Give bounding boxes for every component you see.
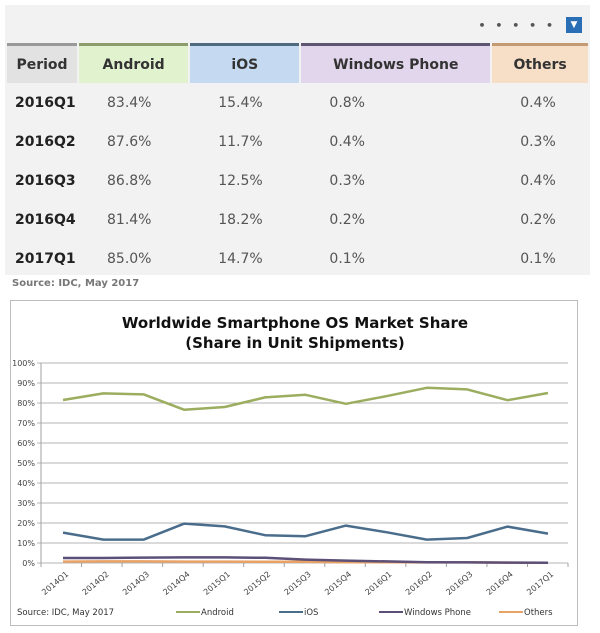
y-tick-label: 40%	[17, 479, 35, 488]
cell-android: 85.0%	[107, 250, 152, 267]
cell-android: 83.4%	[107, 94, 152, 111]
table-row: 2016Q3 86.8% 12.5% 0.3% 0.4%	[7, 161, 588, 200]
table-row: 2016Q1 83.4% 15.4% 0.8% 0.4%	[7, 83, 588, 122]
line-chart-svg: Worldwide Smartphone OS Market Share (Sh…	[12, 314, 569, 618]
cell-windows-phone: 0.8%	[329, 94, 365, 111]
cell-ios: 11.7%	[218, 133, 263, 150]
table-source-note: Source: IDC, May 2017	[12, 278, 140, 289]
chart-source-note: Source: IDC, May 2017	[17, 608, 114, 618]
y-tick-label: 60%	[17, 439, 35, 448]
more-options-dots[interactable]: • • • • •	[478, 18, 556, 32]
cell-windows-phone: 0.2%	[329, 211, 365, 228]
cell-others: 0.4%	[520, 94, 556, 111]
cell-period: 2017Q1	[15, 250, 76, 267]
x-tick-label: 2014Q1	[40, 570, 70, 597]
dropdown-arrow-icon[interactable]: ▼	[566, 17, 582, 33]
x-tick-label: 2016Q2	[404, 570, 434, 597]
cell-others: 0.1%	[520, 250, 556, 267]
legend-label-android: Android	[201, 608, 234, 618]
x-tick-label: 2014Q2	[81, 570, 111, 597]
cell-period: 2016Q2	[15, 133, 76, 150]
x-tick-label: 2015Q1	[202, 570, 232, 597]
x-tick-label: 2015Q3	[283, 570, 313, 597]
chart-title: Worldwide Smartphone OS Market Share	[122, 314, 468, 332]
cell-period: 2016Q4	[15, 211, 76, 228]
market-share-table: Period Android iOS Windows Phone Others …	[5, 43, 590, 278]
y-tick-label: 100%	[12, 359, 35, 368]
table-row: 2016Q2 87.6% 11.7% 0.4% 0.3%	[7, 122, 588, 161]
x-tick-label: 2016Q4	[485, 570, 515, 597]
column-header-others: Others	[492, 43, 588, 83]
legend-label-others: Others	[524, 608, 553, 618]
cell-period: 2016Q3	[15, 172, 76, 189]
cell-ios: 15.4%	[218, 94, 263, 111]
y-tick-label: 70%	[17, 419, 35, 428]
cell-others: 0.2%	[520, 211, 556, 228]
market-share-chart: Worldwide Smartphone OS Market Share (Sh…	[10, 300, 578, 626]
table-row: 2016Q4 81.4% 18.2% 0.2% 0.2%	[7, 200, 588, 239]
column-header-windows-phone: Windows Phone	[301, 43, 491, 83]
cell-ios: 12.5%	[218, 172, 263, 189]
chart-subtitle: (Share in Unit Shipments)	[185, 334, 405, 352]
cell-android: 86.8%	[107, 172, 152, 189]
cell-others: 0.4%	[520, 172, 556, 189]
market-share-table-panel: • • • • • ▼ Period Android iOS Windows P…	[5, 5, 590, 275]
y-tick-label: 20%	[17, 519, 35, 528]
y-tick-label: 90%	[17, 379, 35, 388]
x-tick-label: 2015Q4	[323, 570, 353, 597]
series-line-android	[62, 386, 549, 412]
cell-others: 0.3%	[520, 133, 556, 150]
series-line-windows-phone	[63, 556, 549, 565]
legend-label-ios: iOS	[304, 608, 318, 618]
cell-android: 87.6%	[107, 133, 152, 150]
y-tick-label: 50%	[17, 459, 35, 468]
column-header-period: Period	[7, 43, 77, 83]
cell-android: 81.4%	[107, 211, 152, 228]
y-tick-label: 10%	[17, 539, 35, 548]
cell-ios: 14.7%	[218, 250, 263, 267]
x-tick-label: 2014Q4	[161, 570, 191, 597]
x-tick-label: 2016Q1	[364, 570, 394, 597]
x-tick-label: 2015Q2	[242, 570, 272, 597]
legend-label-windows-phone: Windows Phone	[404, 608, 471, 618]
x-tick-label: 2016Q3	[444, 570, 474, 597]
x-tick-label: 2017Q1	[525, 570, 555, 597]
cell-windows-phone: 0.4%	[329, 133, 365, 150]
series-line-ios	[62, 522, 549, 541]
cell-windows-phone: 0.1%	[329, 250, 365, 267]
table-toolbar: • • • • • ▼	[479, 13, 582, 37]
column-header-ios: iOS	[190, 43, 300, 83]
column-header-android: Android	[79, 43, 189, 83]
table-header-row: Period Android iOS Windows Phone Others	[7, 43, 588, 83]
cell-period: 2016Q1	[15, 94, 76, 111]
table-row: 2017Q1 85.0% 14.7% 0.1% 0.1%	[7, 239, 588, 278]
cell-ios: 18.2%	[218, 211, 263, 228]
x-tick-label: 2014Q3	[121, 570, 151, 597]
y-tick-label: 0%	[22, 559, 35, 568]
y-tick-label: 80%	[17, 399, 35, 408]
y-tick-label: 30%	[17, 499, 35, 508]
cell-windows-phone: 0.3%	[329, 172, 365, 189]
